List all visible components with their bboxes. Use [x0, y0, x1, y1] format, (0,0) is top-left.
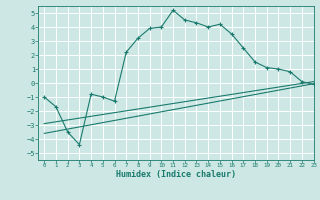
- X-axis label: Humidex (Indice chaleur): Humidex (Indice chaleur): [116, 170, 236, 179]
